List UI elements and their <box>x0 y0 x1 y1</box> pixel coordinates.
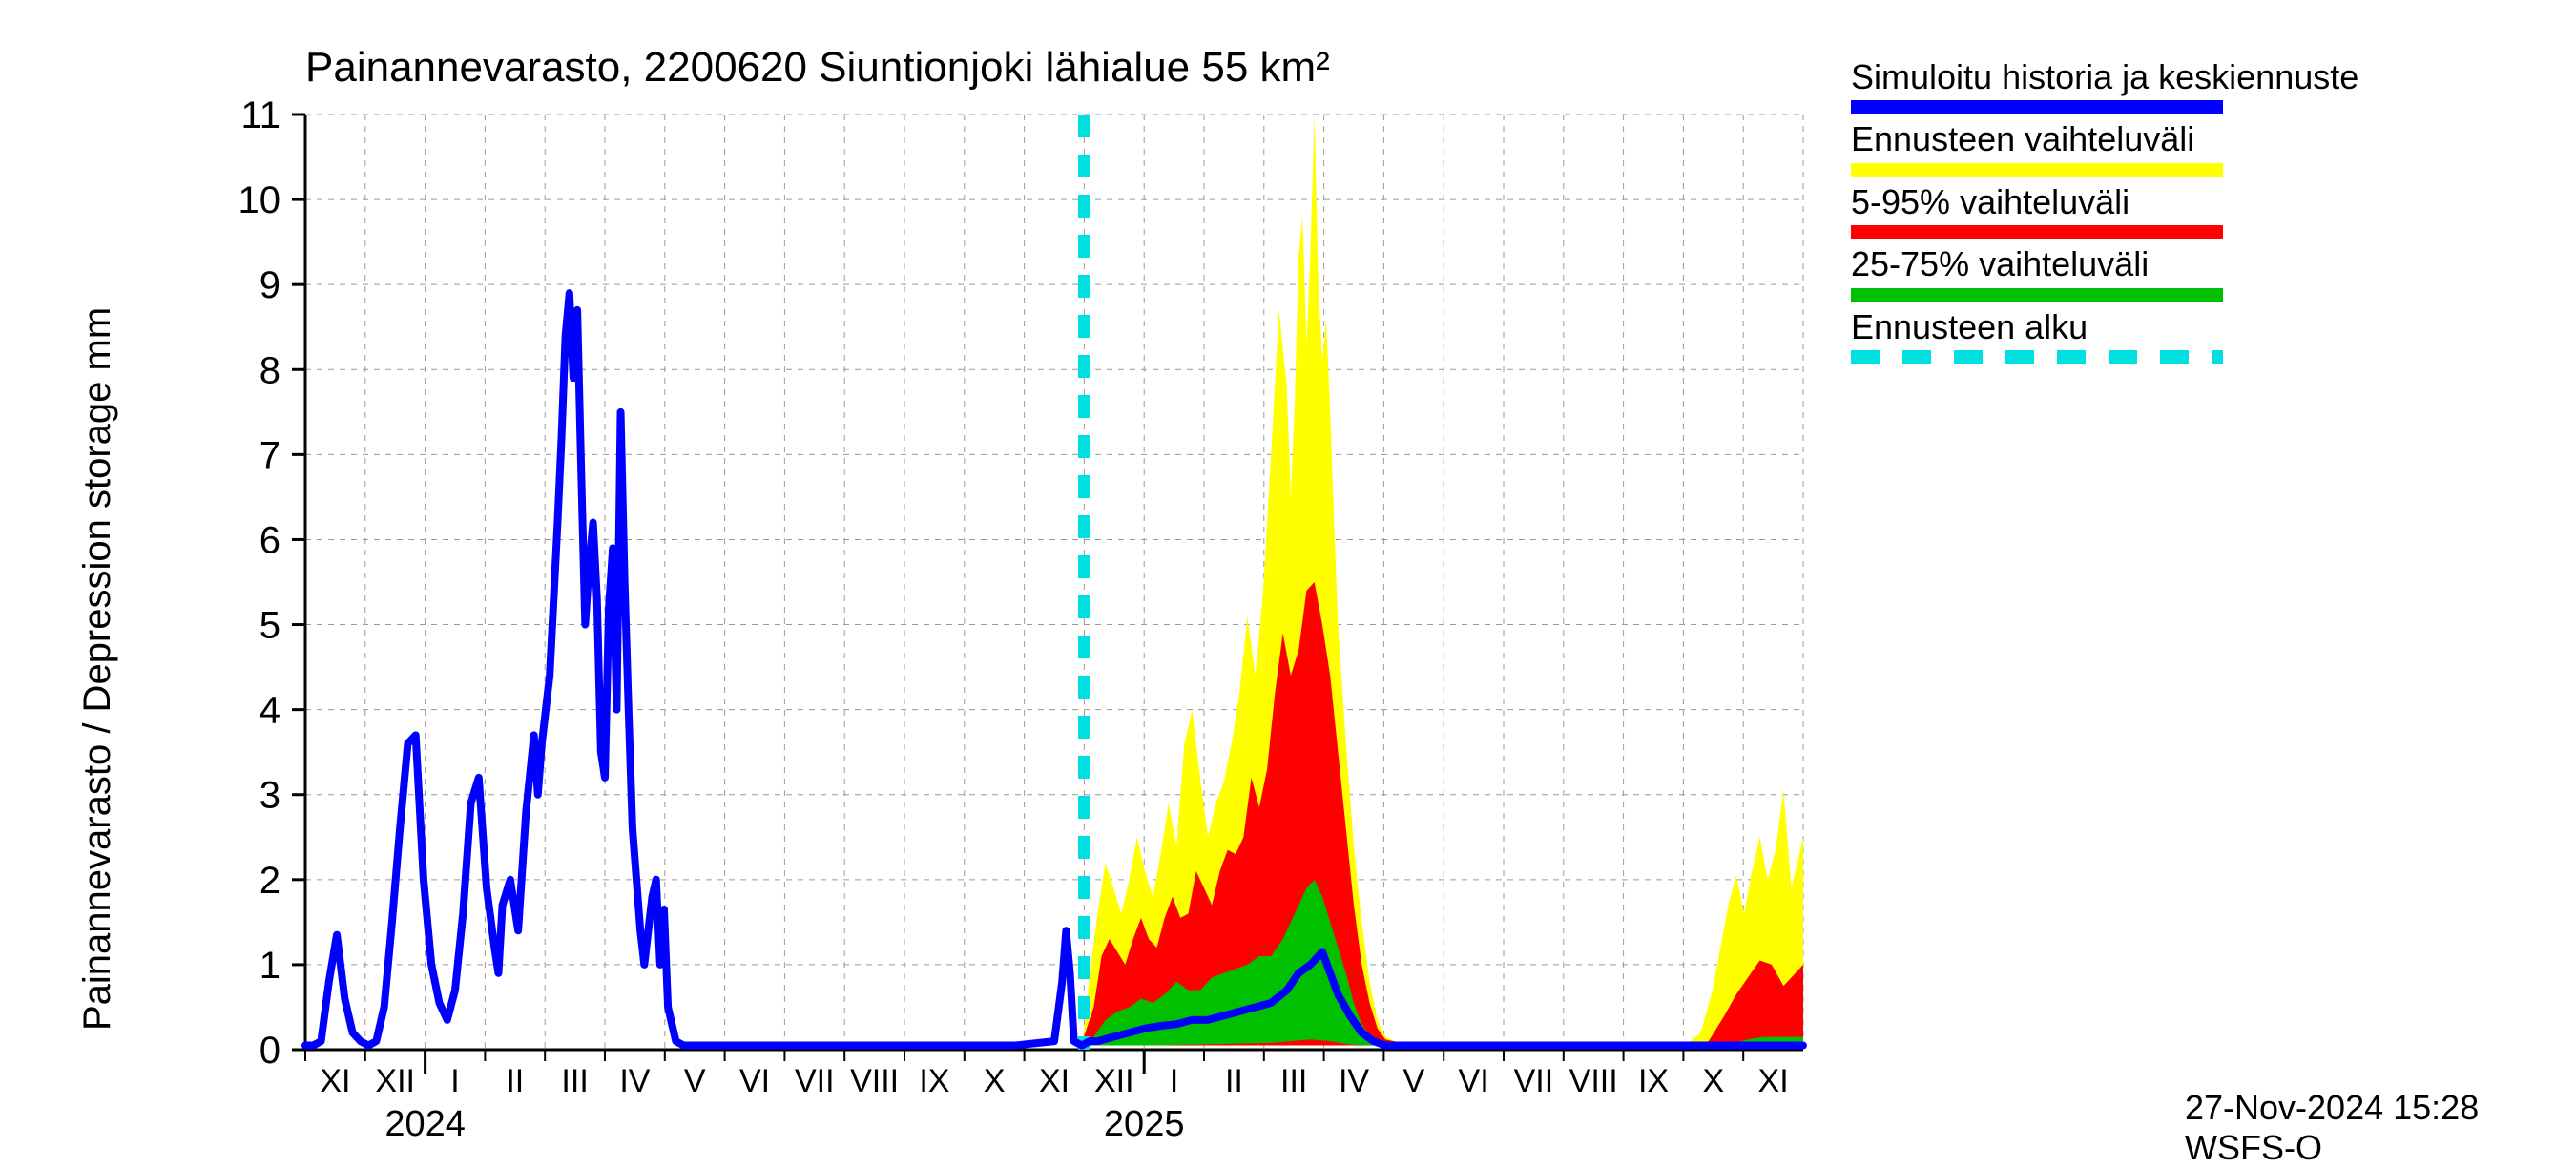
svg-text:2: 2 <box>260 860 280 902</box>
legend-item: Ennusteen alku <box>1851 307 2557 364</box>
svg-text:7: 7 <box>260 434 280 476</box>
svg-text:IX: IX <box>919 1063 949 1099</box>
legend-label: Ennusteen vaihteluväli <box>1851 119 2557 158</box>
legend-swatch <box>1851 225 2223 239</box>
sim-line <box>305 293 1803 1045</box>
svg-text:2024: 2024 <box>384 1104 466 1144</box>
svg-text:VII: VII <box>1514 1063 1554 1099</box>
svg-text:4: 4 <box>260 690 280 732</box>
chart-footer: 27-Nov-2024 15:28 WSFS-O <box>2185 1088 2576 1168</box>
svg-text:0: 0 <box>260 1030 280 1072</box>
chart-container: Painannevarasto / Depression storage mm … <box>0 0 2576 1145</box>
legend-item: Simuloitu historia ja keskiennuste <box>1851 57 2557 114</box>
svg-text:XI: XI <box>1758 1063 1789 1099</box>
svg-text:II: II <box>1225 1063 1243 1099</box>
svg-text:10: 10 <box>239 179 281 221</box>
legend-item: 5-95% vaihteluväli <box>1851 182 2557 239</box>
svg-text:I: I <box>1170 1063 1178 1099</box>
svg-text:V: V <box>684 1063 706 1099</box>
svg-text:6: 6 <box>260 519 280 561</box>
svg-text:VIII: VIII <box>1569 1063 1618 1099</box>
svg-text:11: 11 <box>240 94 280 136</box>
svg-text:VII: VII <box>795 1063 835 1099</box>
legend-item: Ennusteen vaihteluväli <box>1851 119 2557 176</box>
legend-label: 5-95% vaihteluväli <box>1851 182 2557 221</box>
legend-label: Ennusteen alku <box>1851 307 2557 346</box>
svg-text:VIII: VIII <box>850 1063 899 1099</box>
chart-title: Painannevarasto, 2200620 Siuntionjoki lä… <box>305 44 1330 92</box>
svg-text:VI: VI <box>739 1063 770 1099</box>
legend-swatch <box>1851 100 2223 114</box>
svg-text:I: I <box>450 1063 459 1099</box>
svg-text:III: III <box>561 1063 588 1099</box>
svg-text:XII: XII <box>375 1063 415 1099</box>
svg-text:IV: IV <box>619 1063 650 1099</box>
svg-text:XI: XI <box>320 1063 350 1099</box>
legend-swatch <box>1851 350 2223 364</box>
svg-text:X: X <box>1702 1063 1724 1099</box>
legend-item: 25-75% vaihteluväli <box>1851 244 2557 301</box>
svg-text:IX: IX <box>1638 1063 1669 1099</box>
legend-swatch <box>1851 288 2223 302</box>
legend: Simuloitu historia ja keskiennuste Ennust… <box>1851 57 2557 369</box>
svg-text:II: II <box>506 1063 524 1099</box>
svg-text:X: X <box>984 1063 1006 1099</box>
svg-text:XI: XI <box>1039 1063 1070 1099</box>
svg-text:1: 1 <box>260 945 280 987</box>
svg-text:VI: VI <box>1459 1063 1489 1099</box>
svg-text:5: 5 <box>260 605 280 647</box>
legend-label: Simuloitu historia ja keskiennuste <box>1851 57 2557 96</box>
svg-text:8: 8 <box>260 349 280 391</box>
svg-text:9: 9 <box>260 264 280 306</box>
svg-text:V: V <box>1402 1063 1424 1099</box>
svg-text:3: 3 <box>260 775 280 817</box>
svg-text:2025: 2025 <box>1104 1104 1185 1144</box>
svg-text:XII: XII <box>1094 1063 1134 1099</box>
legend-label: 25-75% vaihteluväli <box>1851 244 2557 283</box>
svg-text:III: III <box>1280 1063 1307 1099</box>
svg-text:IV: IV <box>1339 1063 1369 1099</box>
legend-swatch <box>1851 163 2223 177</box>
y-axis-label: Painannevarasto / Depression storage mm <box>76 307 119 1031</box>
